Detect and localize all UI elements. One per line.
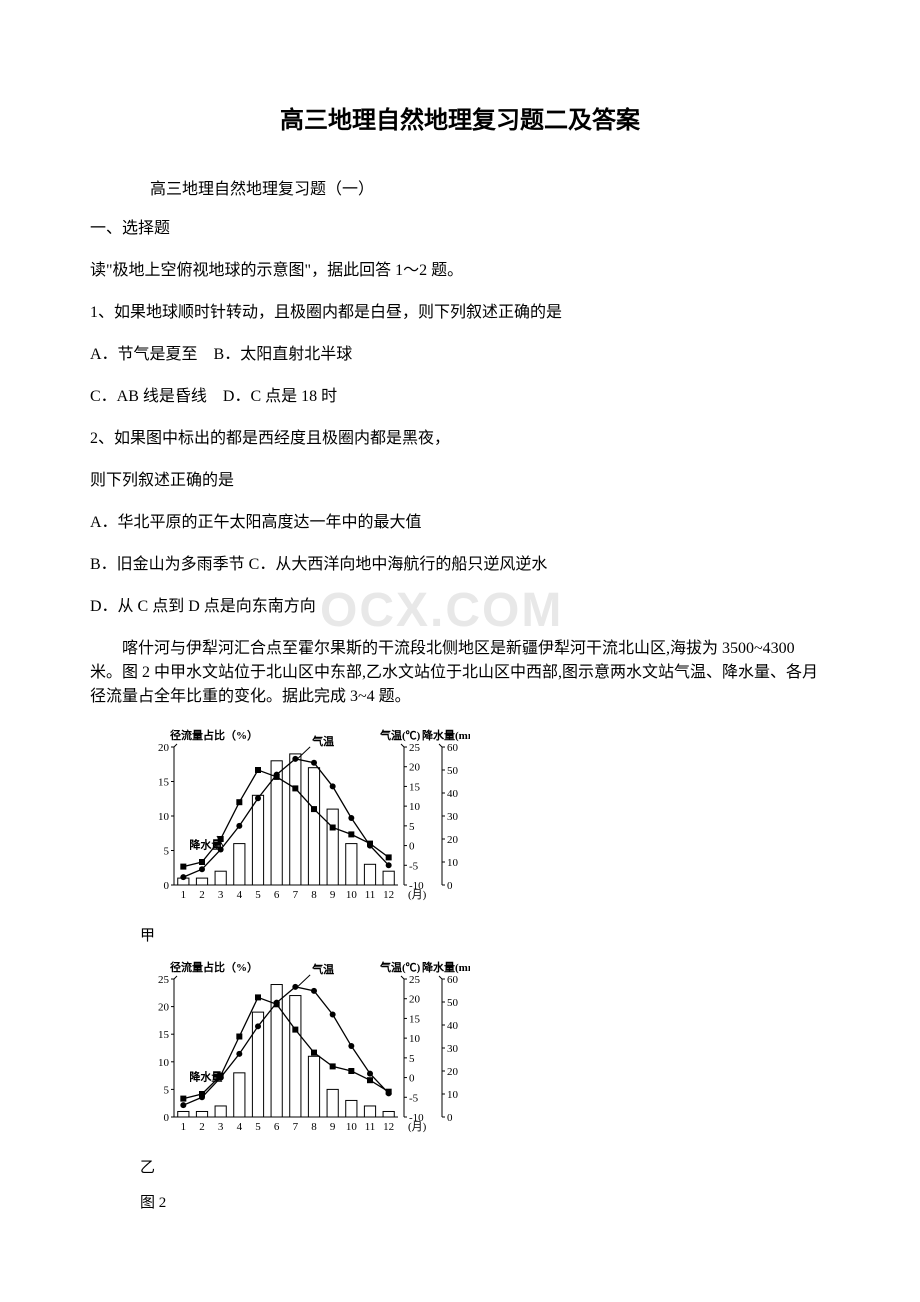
svg-text:11: 11: [365, 889, 376, 901]
svg-text:-10: -10: [409, 1112, 424, 1124]
svg-text:气温: 气温: [311, 962, 334, 976]
chart-jia: 径流量占比（%）气温(℃)降水量(mm)05101520123456789101…: [140, 727, 830, 912]
svg-text:5: 5: [164, 1084, 170, 1096]
svg-text:20: 20: [409, 762, 421, 774]
svg-text:60: 60: [447, 974, 459, 986]
question-1: 1、如果地球顺时针转动，且极圈内都是白昼，则下列叙述正确的是: [90, 301, 830, 325]
svg-text:10: 10: [447, 1089, 459, 1101]
svg-text:0: 0: [409, 1073, 415, 1085]
svg-text:-10: -10: [409, 880, 424, 892]
question-2-option-bc: B．旧金山为多雨季节 C．从大西洋向地中海航行的船只逆风逆水: [90, 553, 830, 577]
svg-text:0: 0: [409, 841, 415, 853]
chart-yi: 径流量占比（%）气温(℃)降水量(mm)05101520251234567891…: [140, 959, 830, 1144]
svg-text:4: 4: [237, 1121, 243, 1133]
svg-text:10: 10: [346, 1121, 358, 1133]
svg-text:30: 30: [447, 1043, 459, 1055]
svg-text:10: 10: [409, 1033, 421, 1045]
svg-text:降水量: 降水量: [189, 838, 222, 852]
svg-text:0: 0: [164, 1112, 170, 1124]
svg-text:5: 5: [409, 821, 415, 833]
svg-text:3: 3: [218, 1121, 224, 1133]
svg-text:6: 6: [274, 1121, 280, 1133]
svg-text:气温(℃): 气温(℃): [379, 960, 421, 974]
svg-text:降水量(mm): 降水量(mm): [422, 728, 470, 742]
svg-text:5: 5: [409, 1053, 415, 1065]
svg-text:8: 8: [311, 889, 317, 901]
svg-text:25: 25: [158, 974, 170, 986]
figure-label: 图 2: [140, 1191, 830, 1212]
svg-text:10: 10: [158, 1057, 170, 1069]
svg-text:20: 20: [447, 834, 459, 846]
chart-jia-label: 甲: [140, 924, 830, 945]
svg-text:6: 6: [274, 889, 280, 901]
question-1-options-cd: C．AB 线是昏线 D．C 点是 18 时: [90, 385, 830, 409]
svg-text:15: 15: [409, 1013, 421, 1025]
svg-text:50: 50: [447, 997, 459, 1009]
svg-text:20: 20: [409, 994, 421, 1006]
question-2a: 2、如果图中标出的都是西经度且极圈内都是黑夜，: [90, 427, 830, 451]
section-heading: 一、选择题: [90, 217, 830, 241]
svg-text:7: 7: [293, 1121, 299, 1133]
svg-text:气温(℃): 气温(℃): [379, 728, 421, 742]
svg-text:2: 2: [199, 1121, 205, 1133]
svg-text:20: 20: [447, 1066, 459, 1078]
svg-text:40: 40: [447, 788, 459, 800]
svg-text:12: 12: [383, 889, 394, 901]
svg-text:径流量占比（%）: 径流量占比（%）: [170, 728, 258, 742]
svg-text:10: 10: [346, 889, 358, 901]
svg-text:50: 50: [447, 765, 459, 777]
svg-text:11: 11: [365, 1121, 376, 1133]
svg-text:5: 5: [255, 889, 261, 901]
svg-text:20: 20: [158, 1002, 170, 1014]
passage-2: 喀什河与伊犁河汇合点至霍尔果斯的干流段北侧地区是新疆伊犁河干流北山区,海拔为 3…: [90, 637, 830, 709]
subtitle: 高三地理自然地理复习题（一）: [150, 175, 830, 199]
svg-text:2: 2: [199, 889, 205, 901]
svg-text:7: 7: [293, 889, 299, 901]
question-2b: 则下列叙述正确的是: [90, 469, 830, 493]
question-1-options-ab: A．节气是夏至 B．太阳直射北半球: [90, 343, 830, 367]
svg-text:25: 25: [409, 974, 421, 986]
svg-text:0: 0: [447, 880, 453, 892]
svg-text:15: 15: [158, 777, 170, 789]
svg-text:15: 15: [158, 1029, 170, 1041]
svg-text:20: 20: [158, 742, 170, 754]
svg-text:气温: 气温: [311, 734, 334, 748]
svg-text:30: 30: [447, 811, 459, 823]
svg-text:25: 25: [409, 742, 421, 754]
svg-text:10: 10: [158, 811, 170, 823]
svg-text:60: 60: [447, 742, 459, 754]
svg-text:15: 15: [409, 781, 421, 793]
svg-text:降水量(mm): 降水量(mm): [422, 960, 470, 974]
question-2-option-d: D．从 C 点到 D 点是向东南方向: [90, 595, 830, 619]
svg-text:5: 5: [255, 1121, 261, 1133]
svg-text:5: 5: [164, 846, 170, 858]
svg-text:8: 8: [311, 1121, 317, 1133]
svg-text:40: 40: [447, 1020, 459, 1032]
svg-text:3: 3: [218, 889, 224, 901]
svg-text:9: 9: [330, 889, 336, 901]
svg-text:-5: -5: [409, 860, 419, 872]
svg-text:9: 9: [330, 1121, 336, 1133]
svg-text:1: 1: [181, 1121, 187, 1133]
page-title: 高三地理自然地理复习题二及答案: [90, 100, 830, 135]
svg-text:4: 4: [237, 889, 243, 901]
svg-text:-5: -5: [409, 1092, 419, 1104]
svg-text:0: 0: [164, 880, 170, 892]
svg-text:10: 10: [409, 801, 421, 813]
svg-text:降水量: 降水量: [189, 1070, 222, 1084]
question-intro-1: 读"极地上空俯视地球的示意图"，据此回答 1～2 题。: [90, 259, 830, 283]
svg-text:径流量占比（%）: 径流量占比（%）: [170, 960, 258, 974]
svg-text:10: 10: [447, 857, 459, 869]
question-2-option-a: A．华北平原的正午太阳高度达一年中的最大值: [90, 511, 830, 535]
chart-yi-label: 乙: [140, 1156, 830, 1177]
svg-text:1: 1: [181, 889, 187, 901]
svg-text:0: 0: [447, 1112, 453, 1124]
svg-text:12: 12: [383, 1121, 394, 1133]
